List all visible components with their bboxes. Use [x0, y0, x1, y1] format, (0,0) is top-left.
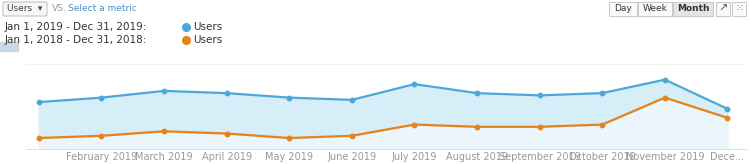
Text: ↗: ↗	[718, 3, 728, 13]
Bar	[716, 2, 730, 16]
Text: VS.: VS.	[52, 4, 67, 13]
Text: Jan 1, 2019 - Dec 31, 2019:: Jan 1, 2019 - Dec 31, 2019:	[4, 22, 146, 32]
Text: Week: Week	[643, 4, 668, 13]
Bar	[609, 2, 637, 16]
Bar	[0, 42, 18, 51]
Bar	[638, 2, 672, 16]
FancyBboxPatch shape	[3, 2, 47, 16]
Text: Month: Month	[676, 4, 710, 13]
Text: Select a metric: Select a metric	[68, 4, 136, 13]
Text: Jan 1, 2018 - Dec 31, 2018:: Jan 1, 2018 - Dec 31, 2018:	[4, 35, 146, 45]
Text: Day: Day	[614, 4, 632, 13]
Bar	[673, 2, 713, 16]
Text: Users: Users	[193, 35, 222, 45]
Text: Users  ▾: Users ▾	[8, 4, 43, 13]
Text: Users: Users	[193, 22, 222, 32]
Text: ⁙: ⁙	[735, 3, 743, 13]
Bar	[732, 2, 746, 16]
